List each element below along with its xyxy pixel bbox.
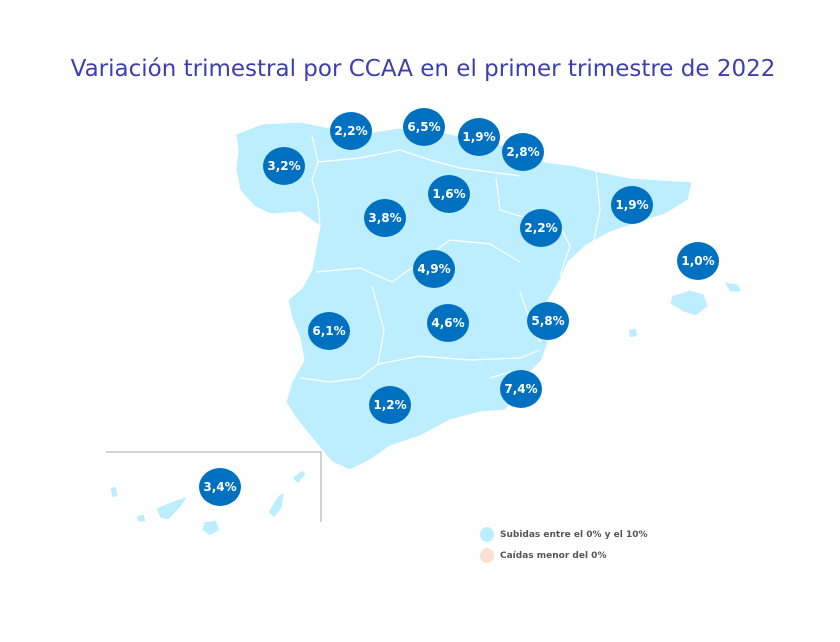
bubble-navarra: 2,8% [502,133,544,171]
canary-6 [291,469,307,485]
mallorca-shape [669,289,709,317]
bubble-aragon: 2,2% [520,209,562,247]
legend-swatch-rise [480,527,494,542]
map-title: Variación trimestral por CCAA en el prim… [70,56,776,82]
legend-label-fall: Caídas menor del 0% [500,550,607,561]
bubble-la-rioja: 1,6% [428,175,470,213]
legend-item-fall: Caídas menor del 0% [480,545,648,566]
legend-label-rise: Subidas entre el 0% y el 10% [500,529,648,540]
canary-3 [155,495,190,521]
bubble-baleares: 1,0% [677,242,719,280]
legend-item-rise: Subidas entre el 0% y el 10% [480,524,648,545]
bubble-castilla-la-mancha: 4,6% [427,304,469,342]
peninsula-shape [235,121,693,471]
legend-swatch-fall [480,548,494,563]
bubble-extremadura: 6,1% [308,312,350,350]
bubble-asturias: 2,2% [330,112,372,150]
bubble-castilla-leon: 3,8% [364,199,406,237]
canary-5 [267,490,285,519]
canary-inset-frame [106,451,322,522]
bubble-galicia: 3,2% [263,147,305,185]
bubble-madrid: 4,9% [413,250,455,288]
canary-4 [201,519,221,537]
menorca-shape [723,281,743,293]
legend: Subidas entre el 0% y el 10% Caídas meno… [480,524,648,566]
bubble-andalucia: 1,2% [369,386,411,424]
bubble-canarias: 3,4% [199,468,241,506]
bubble-cataluna: 1,9% [611,186,653,224]
ibiza-shape [627,327,639,339]
bubble-valencia: 5,8% [527,302,569,340]
bubble-pais-vasco: 1,9% [458,118,500,156]
bubble-cantabria: 6,5% [403,108,445,146]
canary-2 [135,513,147,523]
canary-1 [109,485,119,499]
bubble-murcia: 7,4% [500,370,542,408]
